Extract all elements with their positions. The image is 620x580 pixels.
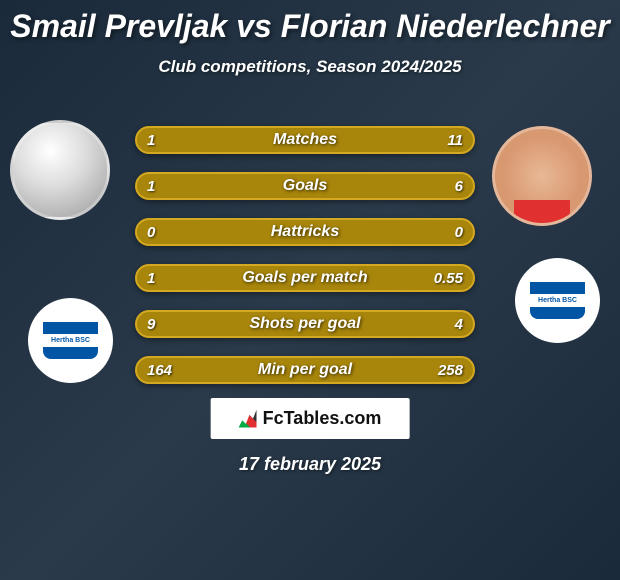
- stat-label: Shots per goal: [249, 315, 360, 333]
- stat-right-value: 6: [455, 178, 463, 195]
- stat-right-value: 258: [438, 362, 463, 379]
- stat-left-value: 1: [147, 270, 155, 287]
- stat-label: Matches: [273, 131, 337, 149]
- brand-label: FcTables.com: [263, 408, 382, 429]
- hertha-flag-icon: Hertha BSC: [43, 322, 98, 360]
- stat-row-shots-per-goal: 9 Shots per goal 4: [135, 310, 475, 338]
- stat-left-value: 1: [147, 178, 155, 195]
- stat-row-min-per-goal: 164 Min per goal 258: [135, 356, 475, 384]
- stats-panel: 1 Matches 11 1 Goals 6 0 Hattricks 0 1 G…: [135, 126, 475, 402]
- page-title: Smail Prevljak vs Florian Niederlechner: [0, 0, 620, 45]
- hertha-flag-icon: Hertha BSC: [530, 282, 585, 320]
- stat-row-matches: 1 Matches 11: [135, 126, 475, 154]
- stat-label: Hattricks: [271, 223, 339, 241]
- player-left-avatar: [10, 120, 110, 220]
- brand-badge[interactable]: FcTables.com: [211, 398, 410, 439]
- stat-label: Goals per match: [242, 269, 367, 287]
- stat-left-value: 9: [147, 316, 155, 333]
- stat-right-value: 0.55: [434, 270, 463, 287]
- stat-left-value: 1: [147, 132, 155, 149]
- page-subtitle: Club competitions, Season 2024/2025: [0, 57, 620, 77]
- stat-left-value: 164: [147, 362, 172, 379]
- stat-left-value: 0: [147, 224, 155, 241]
- stat-right-value: 0: [455, 224, 463, 241]
- stat-label: Goals: [283, 177, 327, 195]
- stat-label: Min per goal: [258, 361, 352, 379]
- stat-row-goals: 1 Goals 6: [135, 172, 475, 200]
- player-left-club-badge: Hertha BSC: [28, 298, 113, 383]
- stat-row-hattricks: 0 Hattricks 0: [135, 218, 475, 246]
- stat-row-goals-per-match: 1 Goals per match 0.55: [135, 264, 475, 292]
- page-date: 17 february 2025: [0, 454, 620, 475]
- stat-right-value: 4: [455, 316, 463, 333]
- player-right-avatar: [492, 126, 592, 226]
- stat-right-value: 11: [447, 132, 463, 149]
- fctables-logo-icon: [239, 410, 257, 428]
- player-right-club-badge: Hertha BSC: [515, 258, 600, 343]
